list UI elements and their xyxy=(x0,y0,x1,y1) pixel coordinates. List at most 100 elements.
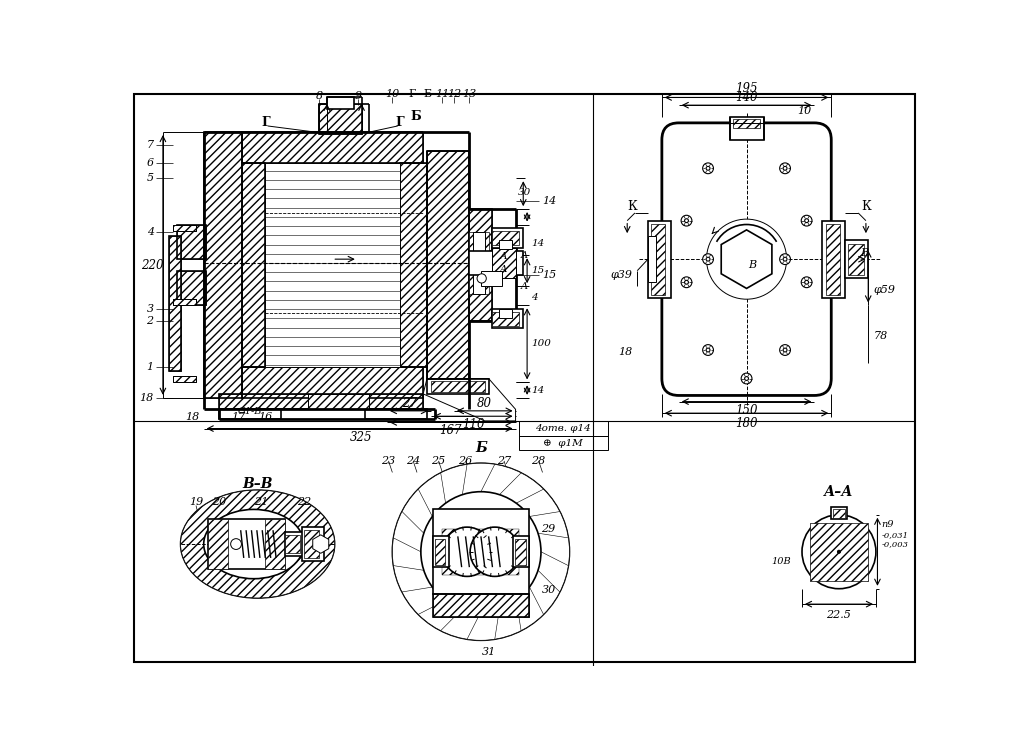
Circle shape xyxy=(744,376,749,381)
Bar xyxy=(243,163,265,367)
Bar xyxy=(822,221,845,298)
Bar xyxy=(833,509,845,518)
Text: 11: 11 xyxy=(435,88,450,99)
Text: В: В xyxy=(860,248,868,258)
Text: 150: 150 xyxy=(735,404,758,417)
Text: Г: Г xyxy=(408,88,416,99)
Circle shape xyxy=(801,215,812,226)
Text: 17: 17 xyxy=(231,412,246,422)
Circle shape xyxy=(442,527,492,577)
Text: φ59: φ59 xyxy=(873,285,896,295)
Circle shape xyxy=(802,515,876,589)
Text: 16: 16 xyxy=(258,412,272,422)
Bar xyxy=(265,163,400,367)
Bar xyxy=(208,519,227,568)
Text: 10: 10 xyxy=(385,88,399,99)
Text: 5: 5 xyxy=(146,174,154,183)
Text: G1-В: G1-В xyxy=(238,407,262,416)
Text: 10: 10 xyxy=(798,105,811,115)
Text: 15: 15 xyxy=(531,266,544,275)
Bar xyxy=(243,163,265,367)
Text: К: К xyxy=(628,200,638,213)
Ellipse shape xyxy=(180,490,335,598)
Text: В: В xyxy=(749,260,757,270)
Bar xyxy=(285,532,304,557)
Text: 24: 24 xyxy=(407,456,420,466)
Bar xyxy=(319,104,361,135)
Bar xyxy=(493,248,515,278)
Bar xyxy=(208,519,285,568)
Text: φ39: φ39 xyxy=(610,269,633,280)
Bar xyxy=(433,509,528,594)
Bar xyxy=(481,271,503,286)
Text: 10В: 10В xyxy=(772,557,792,565)
Bar xyxy=(433,594,528,617)
Bar xyxy=(433,536,449,567)
Text: 180: 180 xyxy=(735,417,758,429)
Text: 4: 4 xyxy=(531,293,538,302)
Circle shape xyxy=(805,218,809,223)
Text: 13: 13 xyxy=(462,88,476,99)
Bar xyxy=(307,394,370,409)
Bar xyxy=(177,224,206,259)
Circle shape xyxy=(838,551,841,554)
Text: 140: 140 xyxy=(735,91,758,104)
FancyBboxPatch shape xyxy=(662,123,831,396)
Bar xyxy=(493,311,519,326)
Text: ⊕  φ1М: ⊕ φ1М xyxy=(544,438,584,448)
Bar xyxy=(400,163,427,367)
Bar xyxy=(219,409,281,419)
Text: 14: 14 xyxy=(531,239,544,248)
Text: 7: 7 xyxy=(146,140,154,150)
Bar xyxy=(442,529,519,575)
Bar xyxy=(848,244,863,275)
Bar xyxy=(319,104,361,135)
Text: A: A xyxy=(500,252,507,261)
Bar xyxy=(169,236,180,371)
Circle shape xyxy=(779,254,791,265)
Circle shape xyxy=(783,166,787,171)
Text: A: A xyxy=(500,265,507,274)
Text: Б: Б xyxy=(475,441,486,455)
Text: 2: 2 xyxy=(146,316,154,326)
Bar xyxy=(515,539,525,565)
Text: А–А: А–А xyxy=(824,485,854,499)
Bar xyxy=(513,536,528,567)
Bar xyxy=(264,519,285,568)
Text: 78: 78 xyxy=(873,331,888,341)
Bar xyxy=(473,232,484,294)
Circle shape xyxy=(783,257,787,261)
Circle shape xyxy=(707,166,710,171)
Bar xyxy=(433,594,528,617)
Bar xyxy=(431,381,484,393)
Bar xyxy=(169,236,180,371)
Bar xyxy=(427,378,488,394)
Text: 4: 4 xyxy=(146,227,154,237)
Bar xyxy=(427,378,488,394)
Text: -0,031: -0,031 xyxy=(882,531,908,539)
Bar xyxy=(435,539,445,565)
Circle shape xyxy=(779,345,791,355)
Bar xyxy=(469,251,523,275)
Text: A: A xyxy=(521,281,528,291)
Bar xyxy=(219,394,423,409)
Bar xyxy=(810,523,868,581)
Text: 6: 6 xyxy=(146,158,154,168)
Text: 12: 12 xyxy=(446,88,461,99)
Text: 9: 9 xyxy=(354,91,361,101)
Bar xyxy=(519,421,608,436)
Text: -0,003: -0,003 xyxy=(882,540,908,548)
Bar xyxy=(499,309,512,319)
Bar xyxy=(831,507,847,519)
Bar xyxy=(219,394,423,409)
Bar xyxy=(469,232,488,294)
Text: 18: 18 xyxy=(618,346,633,357)
Circle shape xyxy=(681,215,692,226)
Bar xyxy=(493,248,515,278)
Circle shape xyxy=(702,163,714,174)
Bar xyxy=(302,527,324,561)
Text: 15: 15 xyxy=(542,269,556,280)
Bar xyxy=(845,240,868,278)
Circle shape xyxy=(707,219,786,299)
Text: 21: 21 xyxy=(254,497,268,506)
